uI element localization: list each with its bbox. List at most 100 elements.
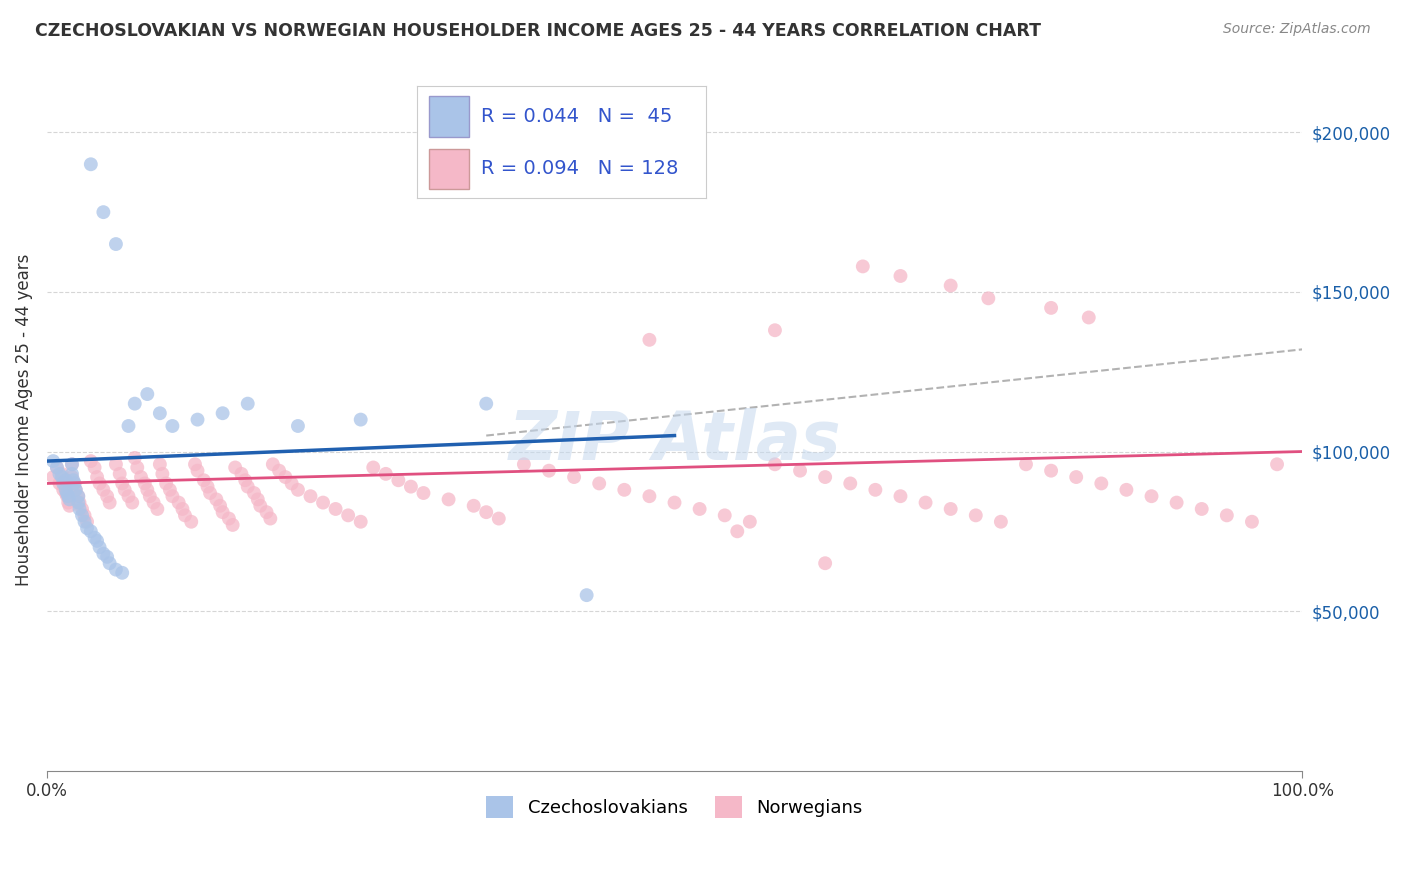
Point xyxy=(58,495,80,509)
Point xyxy=(977,291,1000,305)
Point xyxy=(1077,310,1099,325)
Point xyxy=(262,458,284,472)
Point xyxy=(287,419,309,434)
Point xyxy=(42,470,65,484)
Point xyxy=(162,489,184,503)
Point xyxy=(1166,495,1188,509)
Point xyxy=(889,268,911,283)
Point xyxy=(1040,464,1063,478)
Point xyxy=(221,517,243,532)
Point xyxy=(69,495,91,509)
Point xyxy=(198,486,221,500)
Point xyxy=(69,502,91,516)
Point xyxy=(45,460,67,475)
Point xyxy=(150,467,173,481)
Point xyxy=(211,505,233,519)
Point xyxy=(149,406,172,420)
Point xyxy=(45,460,67,475)
Point xyxy=(361,460,384,475)
Point xyxy=(437,492,460,507)
Point xyxy=(56,486,79,500)
Point xyxy=(713,508,735,523)
Y-axis label: Householder Income Ages 25 - 44 years: Householder Income Ages 25 - 44 years xyxy=(15,253,32,586)
Point xyxy=(180,515,202,529)
Point xyxy=(55,473,77,487)
Point xyxy=(186,464,208,478)
Point xyxy=(67,489,90,503)
Point xyxy=(689,502,711,516)
Point xyxy=(51,470,73,484)
Point xyxy=(209,499,232,513)
Point xyxy=(93,547,115,561)
Point xyxy=(121,495,143,509)
Point xyxy=(463,499,485,513)
Point xyxy=(312,495,335,509)
Point xyxy=(1015,458,1038,472)
Point xyxy=(63,476,86,491)
Point xyxy=(350,412,373,426)
Point xyxy=(299,489,322,503)
Point xyxy=(60,470,83,484)
Point xyxy=(1140,489,1163,503)
Point xyxy=(86,533,108,548)
Point xyxy=(638,333,661,347)
Point xyxy=(197,480,219,494)
Point xyxy=(48,476,70,491)
Text: CZECHOSLOVAKIAN VS NORWEGIAN HOUSEHOLDER INCOME AGES 25 - 44 YEARS CORRELATION C: CZECHOSLOVAKIAN VS NORWEGIAN HOUSEHOLDER… xyxy=(35,22,1042,40)
Point xyxy=(814,470,837,484)
Point xyxy=(65,483,87,497)
Point xyxy=(939,278,962,293)
Point xyxy=(613,483,636,497)
Point xyxy=(96,549,118,564)
Point xyxy=(89,541,111,555)
Point xyxy=(1216,508,1239,523)
Point xyxy=(80,157,103,171)
Point xyxy=(104,563,127,577)
Point xyxy=(127,460,149,475)
Point xyxy=(374,467,396,481)
Point xyxy=(218,511,240,525)
Point xyxy=(104,237,127,252)
Point xyxy=(211,406,233,420)
Point xyxy=(67,495,90,509)
Point xyxy=(117,489,139,503)
Point xyxy=(387,473,409,487)
Point xyxy=(1265,458,1288,472)
Point xyxy=(129,470,152,484)
Point xyxy=(256,505,278,519)
Point xyxy=(814,556,837,570)
Point xyxy=(664,495,686,509)
Point xyxy=(562,470,585,484)
Point xyxy=(513,458,536,472)
Point xyxy=(80,524,103,539)
Point xyxy=(60,467,83,481)
Point xyxy=(55,483,77,497)
Point xyxy=(136,387,159,401)
Point xyxy=(51,467,73,481)
Point xyxy=(76,515,98,529)
Point xyxy=(939,502,962,516)
Point xyxy=(337,508,360,523)
Point xyxy=(136,483,159,497)
Point xyxy=(60,458,83,472)
Point xyxy=(1090,476,1112,491)
Point xyxy=(184,458,207,472)
Point xyxy=(259,511,281,525)
Point xyxy=(139,489,162,503)
Point xyxy=(725,524,748,539)
Text: ZIP Atlas: ZIP Atlas xyxy=(509,408,841,474)
Point xyxy=(73,508,96,523)
Point xyxy=(399,480,422,494)
Point xyxy=(67,489,90,503)
Point xyxy=(56,489,79,503)
Point xyxy=(269,464,291,478)
Point xyxy=(65,483,87,497)
Point xyxy=(839,476,862,491)
Legend: Czechoslovakians, Norwegians: Czechoslovakians, Norwegians xyxy=(479,789,870,825)
Point xyxy=(274,470,297,484)
Point xyxy=(537,464,560,478)
Point xyxy=(172,502,194,516)
Point xyxy=(475,505,498,519)
Point xyxy=(146,502,169,516)
Point xyxy=(287,483,309,497)
